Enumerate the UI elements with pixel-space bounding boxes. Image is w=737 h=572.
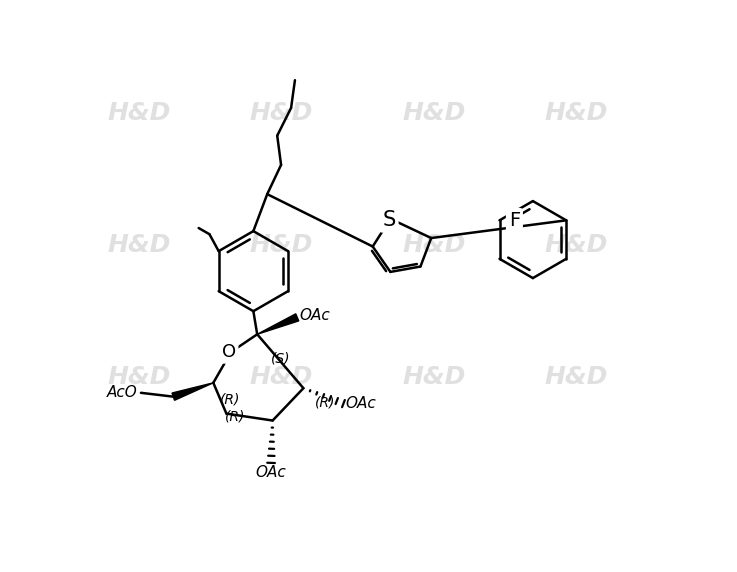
Polygon shape — [172, 383, 213, 400]
Text: H&D: H&D — [108, 233, 171, 257]
Text: (S): (S) — [271, 351, 290, 366]
Text: H&D: H&D — [545, 101, 608, 125]
Text: (R): (R) — [226, 410, 245, 424]
Text: H&D: H&D — [250, 233, 313, 257]
Text: (R): (R) — [220, 392, 240, 406]
Text: H&D: H&D — [545, 233, 608, 257]
Text: O: O — [222, 343, 236, 361]
Text: AcO: AcO — [107, 386, 138, 400]
Text: OAc: OAc — [346, 396, 377, 411]
Text: H&D: H&D — [250, 101, 313, 125]
Text: H&D: H&D — [403, 233, 466, 257]
Polygon shape — [257, 314, 298, 334]
Text: OAc: OAc — [256, 465, 287, 480]
Text: OAc: OAc — [299, 308, 330, 323]
Text: H&D: H&D — [545, 365, 608, 389]
Text: F: F — [509, 211, 520, 230]
Text: (R): (R) — [315, 396, 335, 410]
Text: S: S — [383, 209, 396, 229]
Text: H&D: H&D — [250, 365, 313, 389]
Text: H&D: H&D — [108, 101, 171, 125]
Text: H&D: H&D — [403, 101, 466, 125]
Text: H&D: H&D — [403, 365, 466, 389]
Text: H&D: H&D — [108, 365, 171, 389]
